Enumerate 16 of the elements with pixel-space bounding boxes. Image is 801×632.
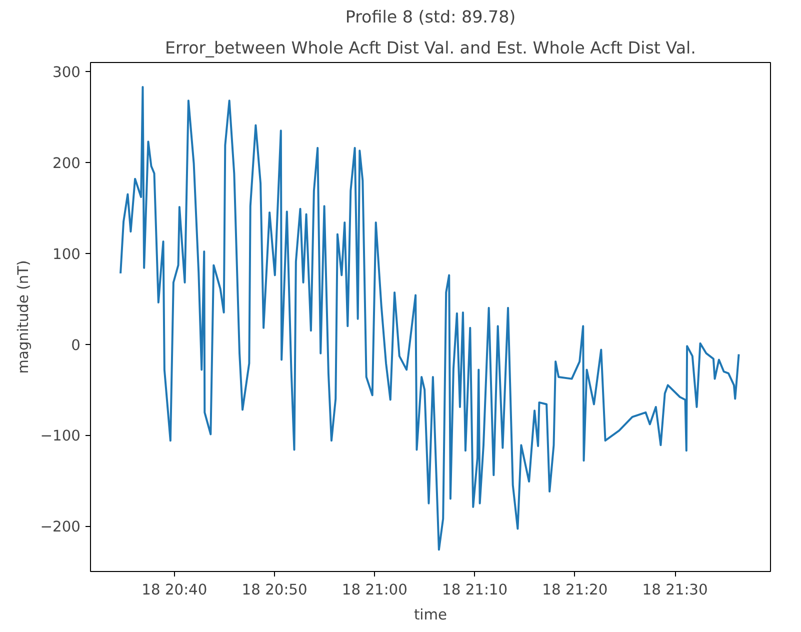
y-tick-label: 100 [52,246,81,263]
x-tick-label: 18 20:50 [242,582,308,598]
x-tick-label: 18 21:00 [342,582,408,598]
y-axis-title: magnitude (nT) [15,260,32,374]
y-tick-label: −200 [40,518,81,536]
x-tick-label: 18 21:20 [542,582,608,598]
x-axis-title: time [414,606,448,624]
x-tick-label: 18 21:10 [442,582,508,598]
x-tick-label: 18 21:30 [642,582,708,598]
chart-title: Profile 8 (std: 89.78) [345,8,516,26]
y-tick-label: 0 [71,336,81,354]
x-tick-label: 18 20:40 [142,582,208,598]
y-tick-label: −100 [40,428,81,445]
chart-subtitle: Error_between Whole Acft Dist Val. and Est. Whole Acft Dist Val. [165,38,696,58]
y-tick-label: 200 [52,154,81,172]
y-tick-label: 300 [52,64,81,82]
